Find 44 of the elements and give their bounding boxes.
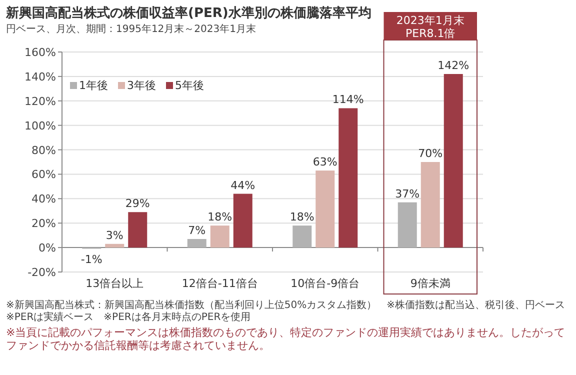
bar [398,202,417,248]
bar [316,170,335,248]
text: ※新興国高配当株式：新興国高配当株価指数（配当利回り上位50%カスタム指数） ※株価指数は配当込、税引後、円ベース ※PERは実績ベース ※PERは各月末時点のPERを使用 [6,300,566,324]
text: 37% [395,187,420,200]
bar [292,226,312,248]
y-tick-label: 120% [24,94,56,108]
y-tick-label: 20% [32,217,56,230]
legend-label: 1年後 [79,79,108,92]
text: 70% [418,147,443,160]
y-tick-label: 40% [32,192,56,206]
text: 44% [230,178,256,192]
bar [420,162,440,248]
y-tick-label: 80% [32,144,56,157]
text: 142% [438,59,470,72]
x-tick-label: 9倍未満 [410,277,450,290]
text: 29% [125,197,150,210]
y-tick-label: 60% [32,168,56,182]
x-tick-label: 13倍台以上 [86,277,144,290]
y-tick-label: 160% [24,46,56,59]
y-tick-label: 100% [24,119,56,132]
text: 18% [208,210,232,224]
chart-title: 新興国高配当株式の株価収益率(PER)水準別の株価騰落率平均 [6,4,372,22]
y-tick-label: 0% [38,242,56,255]
bar [233,194,252,248]
legend-label: 3年後 [127,79,156,92]
bar [210,226,230,248]
x-tick-label: 10倍台-9倍台 [290,277,360,290]
text: ※当頁に記載のパフォーマンスは株価指数のものであり、特定のファンドの運用実績ではありません。したがってファンドでかかる信託報酬等は考慮されていません。 [6,326,566,352]
bar [444,74,463,248]
text: 7% [188,224,206,237]
text: 3% [106,228,124,242]
y-tick-label: 140% [24,70,56,84]
bar [128,212,148,248]
chart-subtitle: 円ベース、月次、期間：1995年12月末～2023年1月末 [6,22,256,36]
text: -1% [80,252,102,266]
x-tick-label: 12倍台-11倍台 [182,277,258,290]
bar [338,108,358,248]
bar [105,244,124,248]
bar [187,239,206,248]
legend-label: 5年後 [175,79,204,92]
text: 18% [290,210,314,224]
y-tick-label: -20% [28,266,56,279]
text: 63% [312,156,338,169]
text: 114% [332,93,364,106]
